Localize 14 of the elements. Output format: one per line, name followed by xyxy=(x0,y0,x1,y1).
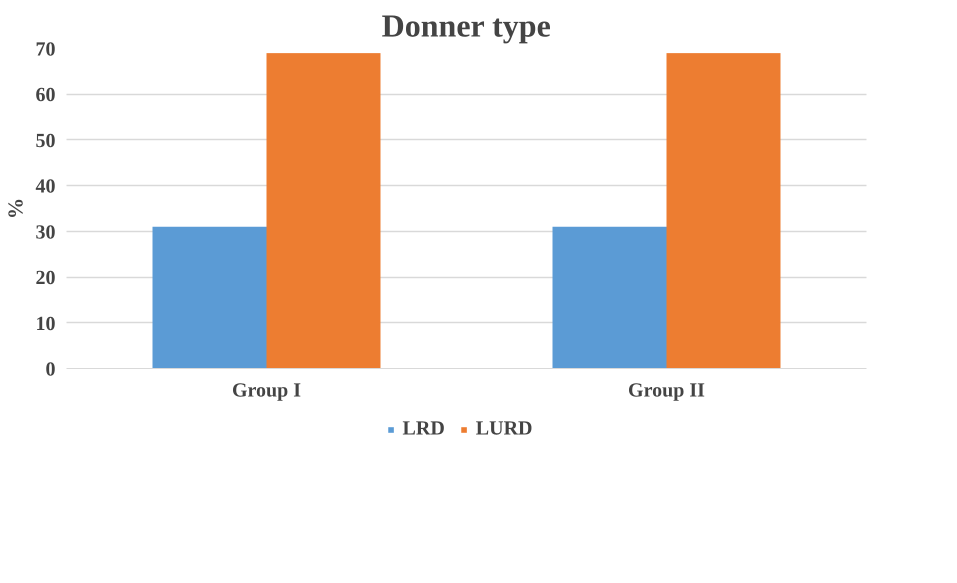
y-tick-label: 50 xyxy=(36,130,56,152)
y-tick-label: 10 xyxy=(36,312,56,335)
chart-title: Donner type xyxy=(382,8,551,44)
legend-label: LRD xyxy=(402,418,445,440)
y-tick-label: 40 xyxy=(36,176,56,198)
x-tick-label: Group I xyxy=(232,380,302,402)
y-tick-label: 30 xyxy=(36,221,56,244)
y-tick-label: 0 xyxy=(46,358,56,380)
y-tick-label: 60 xyxy=(36,84,56,106)
x-tick-label: Group II xyxy=(628,380,706,402)
y-axis-title: % xyxy=(4,198,28,220)
y-tick-label: 70 xyxy=(36,38,56,60)
y-tick-label: 20 xyxy=(36,267,56,290)
legend-label: LURD xyxy=(476,418,532,440)
